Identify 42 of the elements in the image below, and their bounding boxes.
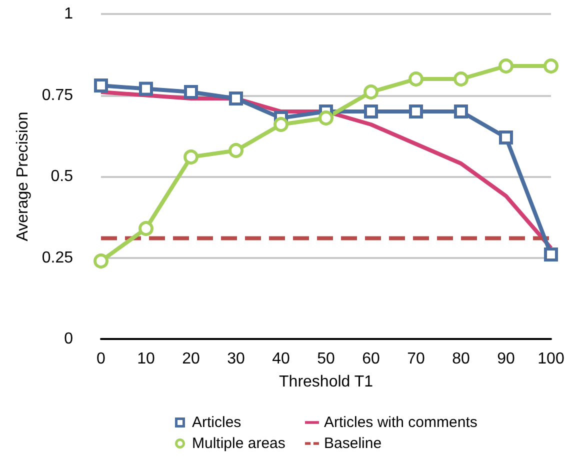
y-tick-label: 0.25 bbox=[42, 249, 74, 266]
point bbox=[498, 58, 514, 74]
point bbox=[544, 248, 558, 262]
x-tick-label: 90 bbox=[497, 350, 515, 368]
point bbox=[409, 104, 423, 118]
point bbox=[184, 150, 198, 164]
point bbox=[364, 84, 378, 100]
y-tick-label: 1 bbox=[64, 6, 74, 22]
y-tick-label: 0 bbox=[64, 330, 74, 348]
legend-label: Baseline bbox=[324, 435, 382, 452]
x-tick-label: 10 bbox=[137, 350, 155, 368]
x-tick-label: 0 bbox=[96, 350, 106, 368]
x-tick-label: 80 bbox=[452, 350, 470, 368]
point bbox=[364, 104, 378, 118]
x-tick-label: 40 bbox=[272, 350, 290, 368]
y-tick-label: 0.75 bbox=[42, 86, 74, 104]
point bbox=[274, 117, 288, 132]
point bbox=[454, 104, 468, 118]
x-axis-title: Threshold T1 bbox=[279, 374, 374, 390]
legend-label: Articles with comments bbox=[324, 414, 478, 431]
point bbox=[544, 58, 558, 74]
point bbox=[94, 254, 108, 268]
point bbox=[454, 72, 468, 86]
point bbox=[228, 143, 244, 158]
legend-label: Multiple areas bbox=[192, 435, 286, 452]
x-tick-label: 50 bbox=[317, 350, 335, 368]
x-tick-label: 20 bbox=[182, 350, 200, 368]
point bbox=[139, 82, 153, 96]
x-tick-label: 70 bbox=[407, 350, 425, 368]
point bbox=[229, 92, 243, 106]
point bbox=[94, 78, 108, 92]
x-tick-label: 100 bbox=[538, 350, 564, 368]
point bbox=[184, 85, 198, 99]
point bbox=[318, 110, 334, 126]
point bbox=[138, 221, 154, 236]
x-tick-label: 30 bbox=[227, 350, 245, 368]
x-tick-label: 60 bbox=[362, 350, 380, 368]
point bbox=[408, 72, 424, 86]
y-axis-title: Average Precision bbox=[14, 112, 32, 242]
point bbox=[499, 130, 513, 144]
y-tick-label: 0.5 bbox=[50, 168, 74, 185]
legend-label: Articles bbox=[192, 414, 242, 431]
